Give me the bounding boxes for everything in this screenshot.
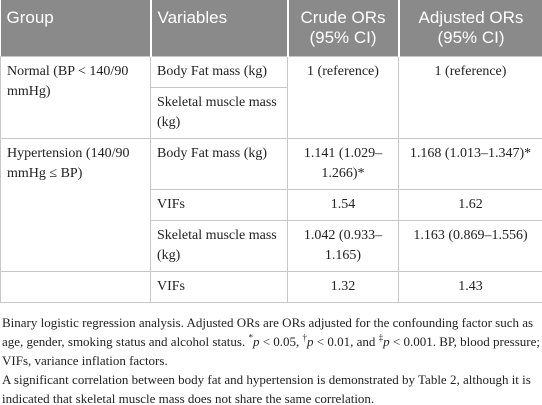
value-cell: 1.168 (1.013–1.347)* bbox=[398, 138, 542, 190]
variable-cell: VIFs bbox=[150, 271, 288, 303]
value-cell: 1 (reference) bbox=[287, 56, 399, 139]
footnote-symbol: ‡ bbox=[378, 332, 384, 343]
value-cell: 1.54 bbox=[287, 189, 399, 221]
group-cell: Normal (BP < 140/90 mmHg) bbox=[0, 56, 151, 139]
variable-cell: Body Fat mass (kg) bbox=[150, 56, 288, 88]
footnote-text: < 0.001. BP, blood pressure; VIFs, varia… bbox=[2, 334, 540, 368]
footnote-text: < 0.05, bbox=[259, 334, 303, 349]
footnote-symbol: * bbox=[248, 332, 253, 343]
value-cell: 1 (reference) bbox=[398, 56, 542, 139]
footnote-text: < 0.01, and bbox=[313, 334, 379, 349]
header-cell: Variables bbox=[149, 0, 288, 57]
footnote-note: A significant correlation between body f… bbox=[2, 372, 531, 405]
group-cell: Hypertension (140/90 mmHg ≤ BP) bbox=[0, 138, 151, 272]
variable-cell: Skeletal muscle mass (kg) bbox=[150, 220, 288, 272]
value-cell: 1.141 (1.029–1.266)* bbox=[287, 138, 399, 190]
row: Skeletal muscle mass (kg) 1.042 (0.933–1… bbox=[1, 220, 542, 272]
footnote-text: Binary logistic regression analysis. Adj… bbox=[2, 315, 534, 349]
header-cell: Group bbox=[0, 0, 151, 57]
variable-cell: Body Fat mass (kg) bbox=[150, 138, 288, 190]
value-cell: 1.62 bbox=[398, 189, 542, 221]
footnote-symbol: † bbox=[302, 332, 308, 343]
header-row: Group Variables Crude ORs (95% CI) Adjus… bbox=[0, 0, 542, 57]
row: VIFs 1.32 1.43 bbox=[0, 271, 542, 303]
value-cell: 1.042 (0.933–1.165) bbox=[287, 220, 399, 272]
row: Skeletal muscle mass (kg) bbox=[1, 87, 542, 139]
row: VIFs 1.54 1.62 bbox=[1, 189, 542, 221]
value-cell: 1.163 (0.869–1.556) bbox=[398, 220, 542, 272]
group-cell bbox=[0, 271, 151, 303]
variable-cell: VIFs bbox=[150, 189, 288, 221]
results-table: Group Variables Crude ORs (95% CI) Adjus… bbox=[0, 0, 542, 303]
footnote-p: p bbox=[383, 334, 390, 349]
variable-cell: Skeletal muscle mass (kg) bbox=[150, 87, 288, 139]
header-cell: Crude ORs (95% CI) bbox=[286, 0, 399, 57]
footnote-p: p bbox=[307, 334, 314, 349]
footnote: Binary logistic regression analysis. Adj… bbox=[2, 313, 540, 370]
footnote-p: p bbox=[252, 334, 260, 349]
footnotes: Binary logistic regression analysis. Adj… bbox=[0, 303, 542, 405]
value-cell: 1.43 bbox=[398, 271, 542, 303]
header-cell: Adjusted ORs (95% CI) bbox=[397, 0, 542, 57]
row: Normal (BP < 140/90 mmHg) Body Fat mass … bbox=[0, 56, 542, 139]
value-cell: 1.32 bbox=[287, 271, 399, 303]
row: Hypertension (140/90 mmHg ≤ BP) Body Fat… bbox=[0, 138, 542, 272]
